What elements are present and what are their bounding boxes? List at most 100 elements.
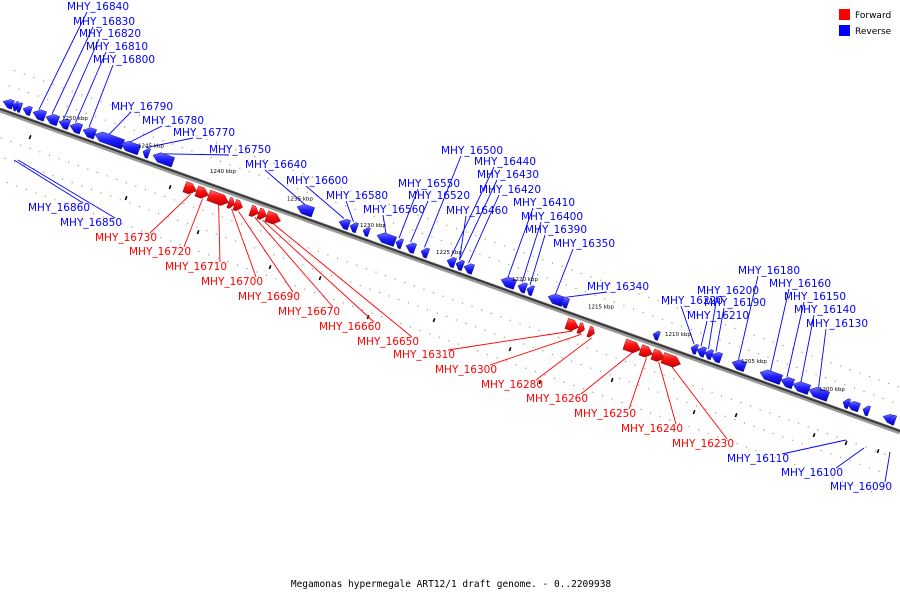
- gene-label-mhy-16850[interactable]: MHY_16850: [60, 217, 122, 229]
- gene-arrow-mhy-16830[interactable]: [45, 114, 60, 127]
- gene-label-mhy-16650[interactable]: MHY_16650: [357, 336, 419, 348]
- gene-label-mhy-16440[interactable]: MHY_16440: [474, 156, 536, 168]
- gene-label-mhy-16710[interactable]: MHY_16710: [165, 261, 227, 273]
- gene-arrow-mhy-16800[interactable]: [82, 127, 97, 140]
- gene-label-mhy-16150[interactable]: MHY_16150: [784, 291, 846, 303]
- gene-arrow-mhy-16670[interactable]: [248, 204, 259, 217]
- gene-arrow-mhy-16110[interactable]: [842, 398, 851, 410]
- gene-arrow-mhy-16650[interactable]: [264, 210, 281, 225]
- gene-label-mhy-16720[interactable]: MHY_16720: [129, 246, 191, 258]
- gene-arrow-mhy-16400[interactable]: [517, 282, 528, 294]
- gene-label-mhy-16420[interactable]: MHY_16420: [479, 184, 541, 196]
- gene-arrow-mhy-16780[interactable]: [120, 140, 141, 156]
- gene-label-mhy-16670[interactable]: MHY_16670: [278, 306, 340, 318]
- gene-arrow-mhy-16440[interactable]: [446, 257, 457, 269]
- gene-arrow-mhy-16810[interactable]: [69, 122, 83, 135]
- gene-arrow-mhy-16580[interactable]: [349, 222, 359, 234]
- gene-arrow-mhy-16300[interactable]: [576, 322, 585, 334]
- gene-arrow-mhy-16390[interactable]: [526, 285, 535, 297]
- gene-arrow-mhy-16770[interactable]: [142, 147, 151, 159]
- gene-arrow-mhy-16250[interactable]: [638, 344, 653, 358]
- gene-label-mhy-16250[interactable]: MHY_16250: [574, 408, 636, 420]
- gene-label-mhy-16310[interactable]: MHY_16310: [393, 349, 455, 361]
- gene-arrow-mhy-16340[interactable]: [560, 297, 570, 309]
- gene-label-mhy-16300[interactable]: MHY_16300: [435, 364, 497, 376]
- gene-label-mhy-16260[interactable]: MHY_16260: [526, 393, 588, 405]
- gene-label-mhy-16690[interactable]: MHY_16690: [238, 291, 300, 303]
- gene-label-mhy-16860[interactable]: MHY_16860: [28, 202, 90, 214]
- gene-arrow-mhy-16130[interactable]: [808, 387, 830, 402]
- gene-arrow-mhy-16420[interactable]: [463, 263, 475, 275]
- gene-arrow-mhy-16210[interactable]: [696, 346, 707, 358]
- gene-arrow-mhy-16710[interactable]: [206, 189, 229, 206]
- gene-label-mhy-16220[interactable]: MHY_16220: [661, 295, 723, 307]
- gene-label-mhy-16130[interactable]: MHY_16130: [806, 318, 868, 330]
- gene-label-mhy-16820[interactable]: MHY_16820: [79, 28, 141, 40]
- gene-label-mhy-16560[interactable]: MHY_16560: [363, 204, 425, 216]
- gene-arrow-mhy-16850[interactable]: [16, 102, 23, 113]
- gene-label-mhy-16810[interactable]: MHY_16810: [86, 41, 148, 53]
- gene-label-mhy-16400[interactable]: MHY_16400: [521, 211, 583, 223]
- gene-label-mhy-16840[interactable]: MHY_16840: [67, 1, 129, 13]
- gene-label-mhy-16830[interactable]: MHY_16830: [73, 16, 135, 28]
- gene-arrow-mhy-16730[interactable]: [182, 181, 197, 195]
- gene-label-mhy-16600[interactable]: MHY_16600: [286, 175, 348, 187]
- gene-label-mhy-16430[interactable]: MHY_16430: [477, 169, 539, 181]
- gene-label-mhy-16090[interactable]: MHY_16090: [830, 481, 892, 493]
- gene-label-mhy-16200[interactable]: MHY_16200: [697, 285, 759, 297]
- gene-arrow-mhy-16820[interactable]: [58, 118, 71, 131]
- gene-label-mhy-16190[interactable]: MHY_16190: [704, 297, 766, 309]
- gene-label-mhy-16210[interactable]: MHY_16210: [687, 310, 749, 322]
- gene-label-mhy-16100[interactable]: MHY_16100: [781, 467, 843, 479]
- gene-arrow-mhy-16750[interactable]: [152, 152, 175, 168]
- gene-arrow-mhy-16690[interactable]: [232, 199, 243, 212]
- gene-arrow-mhy-16190[interactable]: [710, 352, 723, 364]
- gene-label-mhy-16110[interactable]: MHY_16110: [727, 453, 789, 465]
- gene-label-mhy-16180[interactable]: MHY_16180: [738, 265, 800, 277]
- gene-label-mhy-16230[interactable]: MHY_16230: [672, 438, 734, 450]
- gene-label-mhy-16660[interactable]: MHY_16660: [319, 321, 381, 333]
- gene-arrow-mhy-16180[interactable]: [731, 359, 747, 372]
- gene-arrow-mhy-16150[interactable]: [780, 377, 795, 390]
- gene-arrow-mhy-16100[interactable]: [862, 405, 871, 417]
- gene-arrow-mhy-16560[interactable]: [376, 232, 397, 247]
- gene-arrow-mhy-16410[interactable]: [500, 276, 517, 290]
- gene-label-mhy-16800[interactable]: MHY_16800: [93, 54, 155, 66]
- gene-arrow-mhy-16550[interactable]: [395, 238, 404, 250]
- gene-arrow-mhy-16520[interactable]: [405, 242, 417, 254]
- gene-label-mhy-16160[interactable]: MHY_16160: [769, 278, 831, 290]
- gene-label-mhy-16780[interactable]: MHY_16780: [142, 115, 204, 127]
- gene-label-mhy-16350[interactable]: MHY_16350: [553, 238, 615, 250]
- gene-label-mhy-16790[interactable]: MHY_16790: [111, 101, 173, 113]
- gene-label-mhy-16340[interactable]: MHY_16340: [587, 281, 649, 293]
- gene-label-mhy-16770[interactable]: MHY_16770: [173, 127, 235, 139]
- gene-arrow-mhy-16720[interactable]: [194, 185, 209, 199]
- gene-label-mhy-16640[interactable]: MHY_16640: [245, 159, 307, 171]
- gene-arrow-mhy-16640[interactable]: [296, 203, 315, 218]
- gene-arrow-mhy-16700[interactable]: [226, 196, 235, 209]
- gene-arrow-mhy-16230[interactable]: [660, 352, 681, 368]
- gene-label-mhy-16550[interactable]: MHY_16550: [398, 178, 460, 190]
- gene-arrow-mhy-16840[interactable]: [32, 109, 47, 122]
- gene-arrow-mhy-16500[interactable]: [420, 247, 430, 259]
- gene-arrow-mhy-16460[interactable]: [456, 260, 464, 271]
- gene-arrow-mhy-16600[interactable]: [338, 218, 351, 231]
- gene-label-mhy-16750[interactable]: MHY_16750: [209, 144, 271, 156]
- gene-arrow-mhy-16310[interactable]: [564, 317, 579, 331]
- gene-label-mhy-16730[interactable]: MHY_16730: [95, 232, 157, 244]
- gene-label-mhy-16140[interactable]: MHY_16140: [794, 304, 856, 316]
- gene-label-mhy-16460[interactable]: MHY_16460: [446, 205, 508, 217]
- gene-label-mhy-16700[interactable]: MHY_16700: [201, 276, 263, 288]
- gene-label-mhy-16390[interactable]: MHY_16390: [525, 224, 587, 236]
- gene-arrow-mhy-16660[interactable]: [256, 207, 267, 220]
- gene-label-mhy-16500[interactable]: MHY_16500: [441, 145, 503, 157]
- gene-label-mhy-16580[interactable]: MHY_16580: [326, 190, 388, 202]
- gene-label-mhy-16520[interactable]: MHY_16520: [408, 190, 470, 202]
- gene-label-mhy-16240[interactable]: MHY_16240: [621, 423, 683, 435]
- gene-arrow-mhy-16260[interactable]: [622, 338, 641, 354]
- gene-arrow-mhy-16090[interactable]: [888, 414, 897, 426]
- gene-arrow-mhy-16280[interactable]: [586, 325, 595, 338]
- gene-label-mhy-16410[interactable]: MHY_16410: [513, 197, 575, 209]
- gene-arrow-mhy-16240[interactable]: [650, 348, 665, 362]
- gene-label-mhy-16280[interactable]: MHY_16280: [481, 379, 543, 391]
